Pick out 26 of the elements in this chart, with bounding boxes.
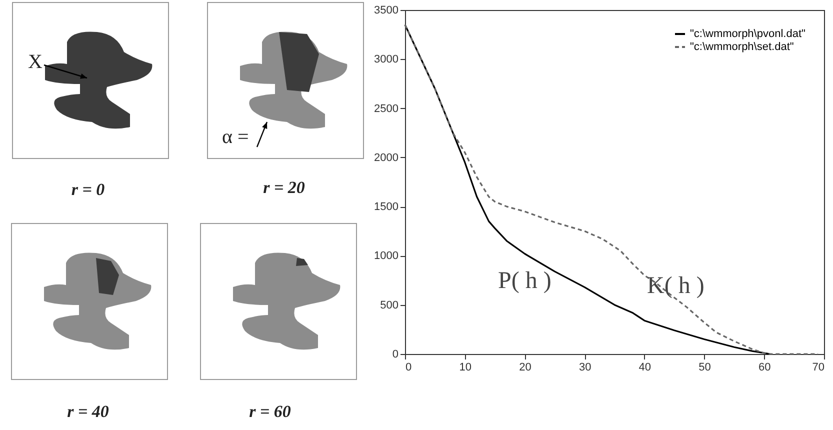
text: r = 0 — [71, 180, 105, 200]
x-tick-label: 60 — [758, 362, 771, 374]
y-tick-label: 2500 — [374, 102, 398, 115]
annotation: K( h ) — [647, 273, 704, 300]
y-tick-label: 0 — [392, 348, 398, 360]
x-tick-label: 20 — [519, 362, 532, 374]
x-tick-label: 40 — [638, 362, 652, 374]
y-tick-label: 1000 — [374, 250, 398, 262]
text: X — [28, 51, 42, 74]
y-tick-label: 1500 — [374, 201, 398, 214]
legend-label: "c:\wmmorph\set.dat" — [690, 41, 794, 53]
y-tick-label: 3000 — [374, 54, 398, 66]
text: r = 60 — [249, 402, 291, 422]
x-tick-label: 30 — [578, 362, 592, 374]
legend-label: "c:\wmmorph\pvonl.dat" — [690, 28, 806, 40]
x-tick-label: 0 — [406, 362, 412, 374]
text: α = — [222, 126, 249, 149]
y-tick-label: 3500 — [374, 4, 398, 16]
text: r = 20 — [263, 178, 305, 198]
annotation: P( h ) — [498, 268, 552, 295]
text: r = 40 — [67, 402, 109, 422]
y-tick-label: 500 — [380, 299, 398, 312]
x-tick-label: 70 — [812, 362, 824, 374]
y-tick-label: 2000 — [374, 152, 398, 164]
x-tick-label: 10 — [459, 362, 472, 374]
x-tick-label: 50 — [698, 362, 711, 374]
